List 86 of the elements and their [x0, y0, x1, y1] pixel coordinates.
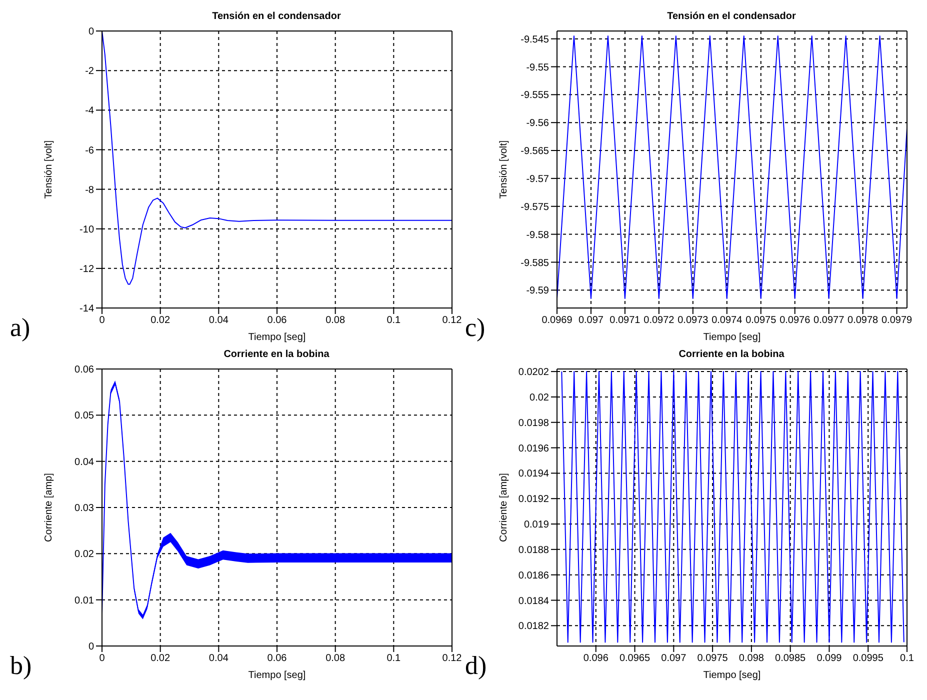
y-tick-label: -2 — [85, 66, 94, 78]
y-tick-label: -14 — [80, 304, 94, 315]
y-tick-label: 0.0182 — [518, 621, 550, 632]
x-axis-title: Tiempo [seg] — [248, 332, 306, 343]
y-axis-title: Corriente [amp] — [44, 472, 55, 542]
y-tick-label: 0.0188 — [518, 544, 550, 556]
x-tick-label: 0.06 — [267, 315, 288, 326]
y-tick-label: 0.0194 — [518, 468, 550, 480]
y-tick-label: -9.57 — [526, 174, 550, 185]
y-tick-label: 0.0186 — [518, 570, 550, 582]
text: d) — [465, 651, 487, 680]
x-tick-label: 0.0974 — [712, 315, 743, 326]
y-axis-title: Tensión [volt] — [498, 140, 510, 199]
y-tick-label: -9.555 — [520, 90, 550, 102]
text: b) — [10, 651, 32, 680]
y-tick-label: 0.06 — [74, 364, 94, 376]
x-tick-label: 0.12 — [442, 315, 462, 326]
y-tick-label: 0.0196 — [518, 443, 550, 454]
x-tick-label: 0.08 — [326, 653, 346, 664]
x-tick-label: 0.0973 — [678, 315, 709, 326]
y-tick-label: 0.02 — [530, 392, 550, 404]
x-tick-label: 0.1 — [386, 653, 402, 664]
y-tick-label: -4 — [85, 106, 94, 117]
x-tick-label: 0.099 — [816, 653, 842, 664]
x-axis-title: Tiempo [seg] — [703, 670, 761, 681]
x-tick-label: 0 — [99, 653, 106, 664]
y-tick-label: -9.56 — [526, 118, 550, 130]
y-tick-label: -12 — [80, 264, 94, 275]
y-tick-label: -8 — [85, 184, 94, 196]
y-tick-label: -9.55 — [526, 62, 550, 74]
y-tick-label: -10 — [80, 224, 94, 236]
y-tick-label: 0.05 — [74, 410, 94, 422]
x-tick-label: 0.0985 — [775, 653, 806, 664]
y-tick-label: -9.575 — [520, 202, 550, 213]
x-tick-label: 0.02 — [150, 653, 170, 664]
y-tick-label: 0.0202 — [518, 367, 550, 378]
y-tick-label: -9.585 — [520, 258, 550, 269]
y-tick-label: 0 — [88, 642, 94, 653]
x-tick-label: 0.0969 — [542, 315, 573, 326]
y-tick-label: -9.58 — [526, 230, 550, 241]
x-tick-label: 0.0972 — [644, 315, 675, 326]
x-tick-label: 0.12 — [442, 653, 462, 664]
y-tick-label: 0.01 — [74, 595, 94, 606]
y-tick-label: 0.03 — [74, 503, 94, 514]
x-axis-title: Tiempo [seg] — [248, 670, 306, 681]
y-tick-label: 0.0184 — [518, 596, 550, 607]
chart-title: Corriente en la bobina — [678, 348, 786, 362]
chart-title: Tensión en el condensador — [211, 10, 342, 24]
x-tick-label: 0.0977 — [814, 315, 845, 326]
y-axis-title: Corriente [amp] — [498, 472, 510, 542]
x-tick-label: 0 — [99, 315, 106, 326]
y-tick-label: 0.019 — [524, 520, 550, 531]
x-tick-label: 0.04 — [208, 653, 229, 664]
text: a) — [10, 313, 30, 342]
y-axis-title: Tensión [volt] — [44, 140, 55, 199]
y-tick-label: -6 — [85, 145, 94, 156]
x-tick-label: 0.0976 — [780, 315, 811, 326]
x-axis-title: Tiempo [seg] — [703, 332, 761, 343]
x-tick-label: 0.098 — [738, 653, 764, 664]
x-tick-label: 0.1 — [386, 315, 402, 326]
y-tick-label: 0 — [88, 26, 94, 38]
x-tick-label: 0.097 — [578, 315, 604, 326]
y-tick-label: 0.0198 — [518, 418, 550, 429]
x-tick-label: 0.08 — [326, 315, 346, 326]
x-tick-label: 0.0971 — [610, 315, 641, 326]
text: c) — [465, 313, 486, 342]
x-tick-label: 0.0975 — [697, 653, 728, 664]
y-tick-label: -9.545 — [520, 34, 550, 46]
x-tick-label: 0.0979 — [882, 315, 913, 326]
chart-title: Corriente en la bobina — [222, 348, 330, 362]
x-tick-label: 0.06 — [267, 653, 288, 664]
x-tick-label: 0.0978 — [848, 315, 879, 326]
x-tick-label: 0.04 — [208, 315, 229, 326]
x-tick-label: 0.02 — [150, 315, 170, 326]
x-tick-label: 0.0995 — [852, 653, 884, 664]
y-tick-label: -9.565 — [520, 146, 550, 158]
y-tick-label: 0.04 — [74, 456, 94, 468]
y-tick-label: -9.59 — [526, 286, 550, 297]
x-tick-label: 0.096 — [583, 653, 609, 664]
y-tick-label: 0.0192 — [518, 494, 550, 506]
x-tick-label: 0.097 — [661, 653, 687, 664]
chart-title: Tensión en el condensador — [666, 10, 797, 24]
x-tick-label: 0.1 — [900, 653, 914, 664]
x-tick-label: 0.0975 — [746, 315, 777, 326]
y-tick-label: 0.02 — [74, 549, 94, 560]
x-tick-label: 0.0965 — [619, 653, 651, 664]
